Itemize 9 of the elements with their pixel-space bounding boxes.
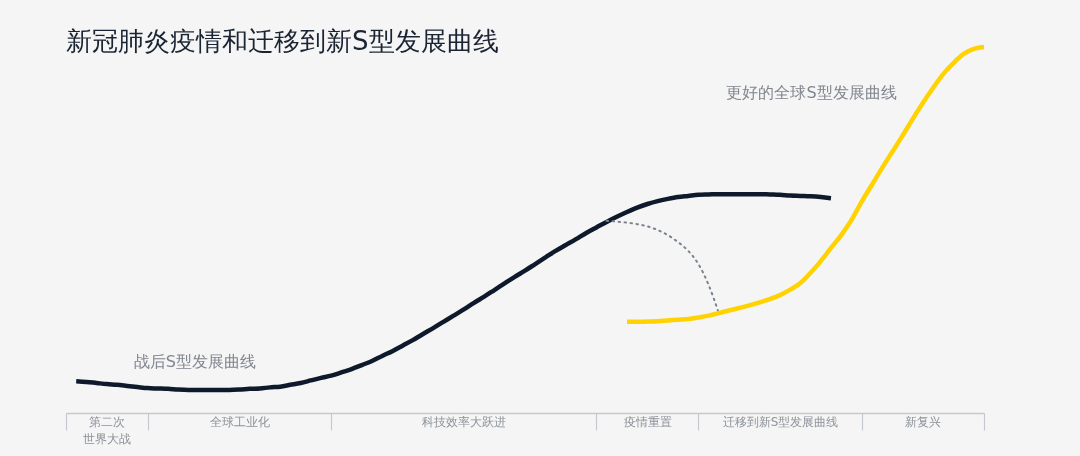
chart-title: 新冠肺炎疫情和迁移到新S型发展曲线: [66, 25, 499, 56]
series-label: 更好的全球S型发展曲线: [726, 83, 897, 103]
x-tick-label: 全球工业化: [209, 414, 270, 429]
x-tick-label: 第二次世界大战: [83, 414, 132, 446]
x-tick-label: 迁移到新S型发展曲线: [722, 414, 839, 429]
series-label: 战后S型发展曲线: [133, 351, 256, 371]
x-tick-label: 疫情重置: [623, 414, 672, 429]
x-tick-label: 新复兴: [905, 414, 942, 429]
x-tick-label: 科技效率大跃进: [422, 414, 507, 429]
